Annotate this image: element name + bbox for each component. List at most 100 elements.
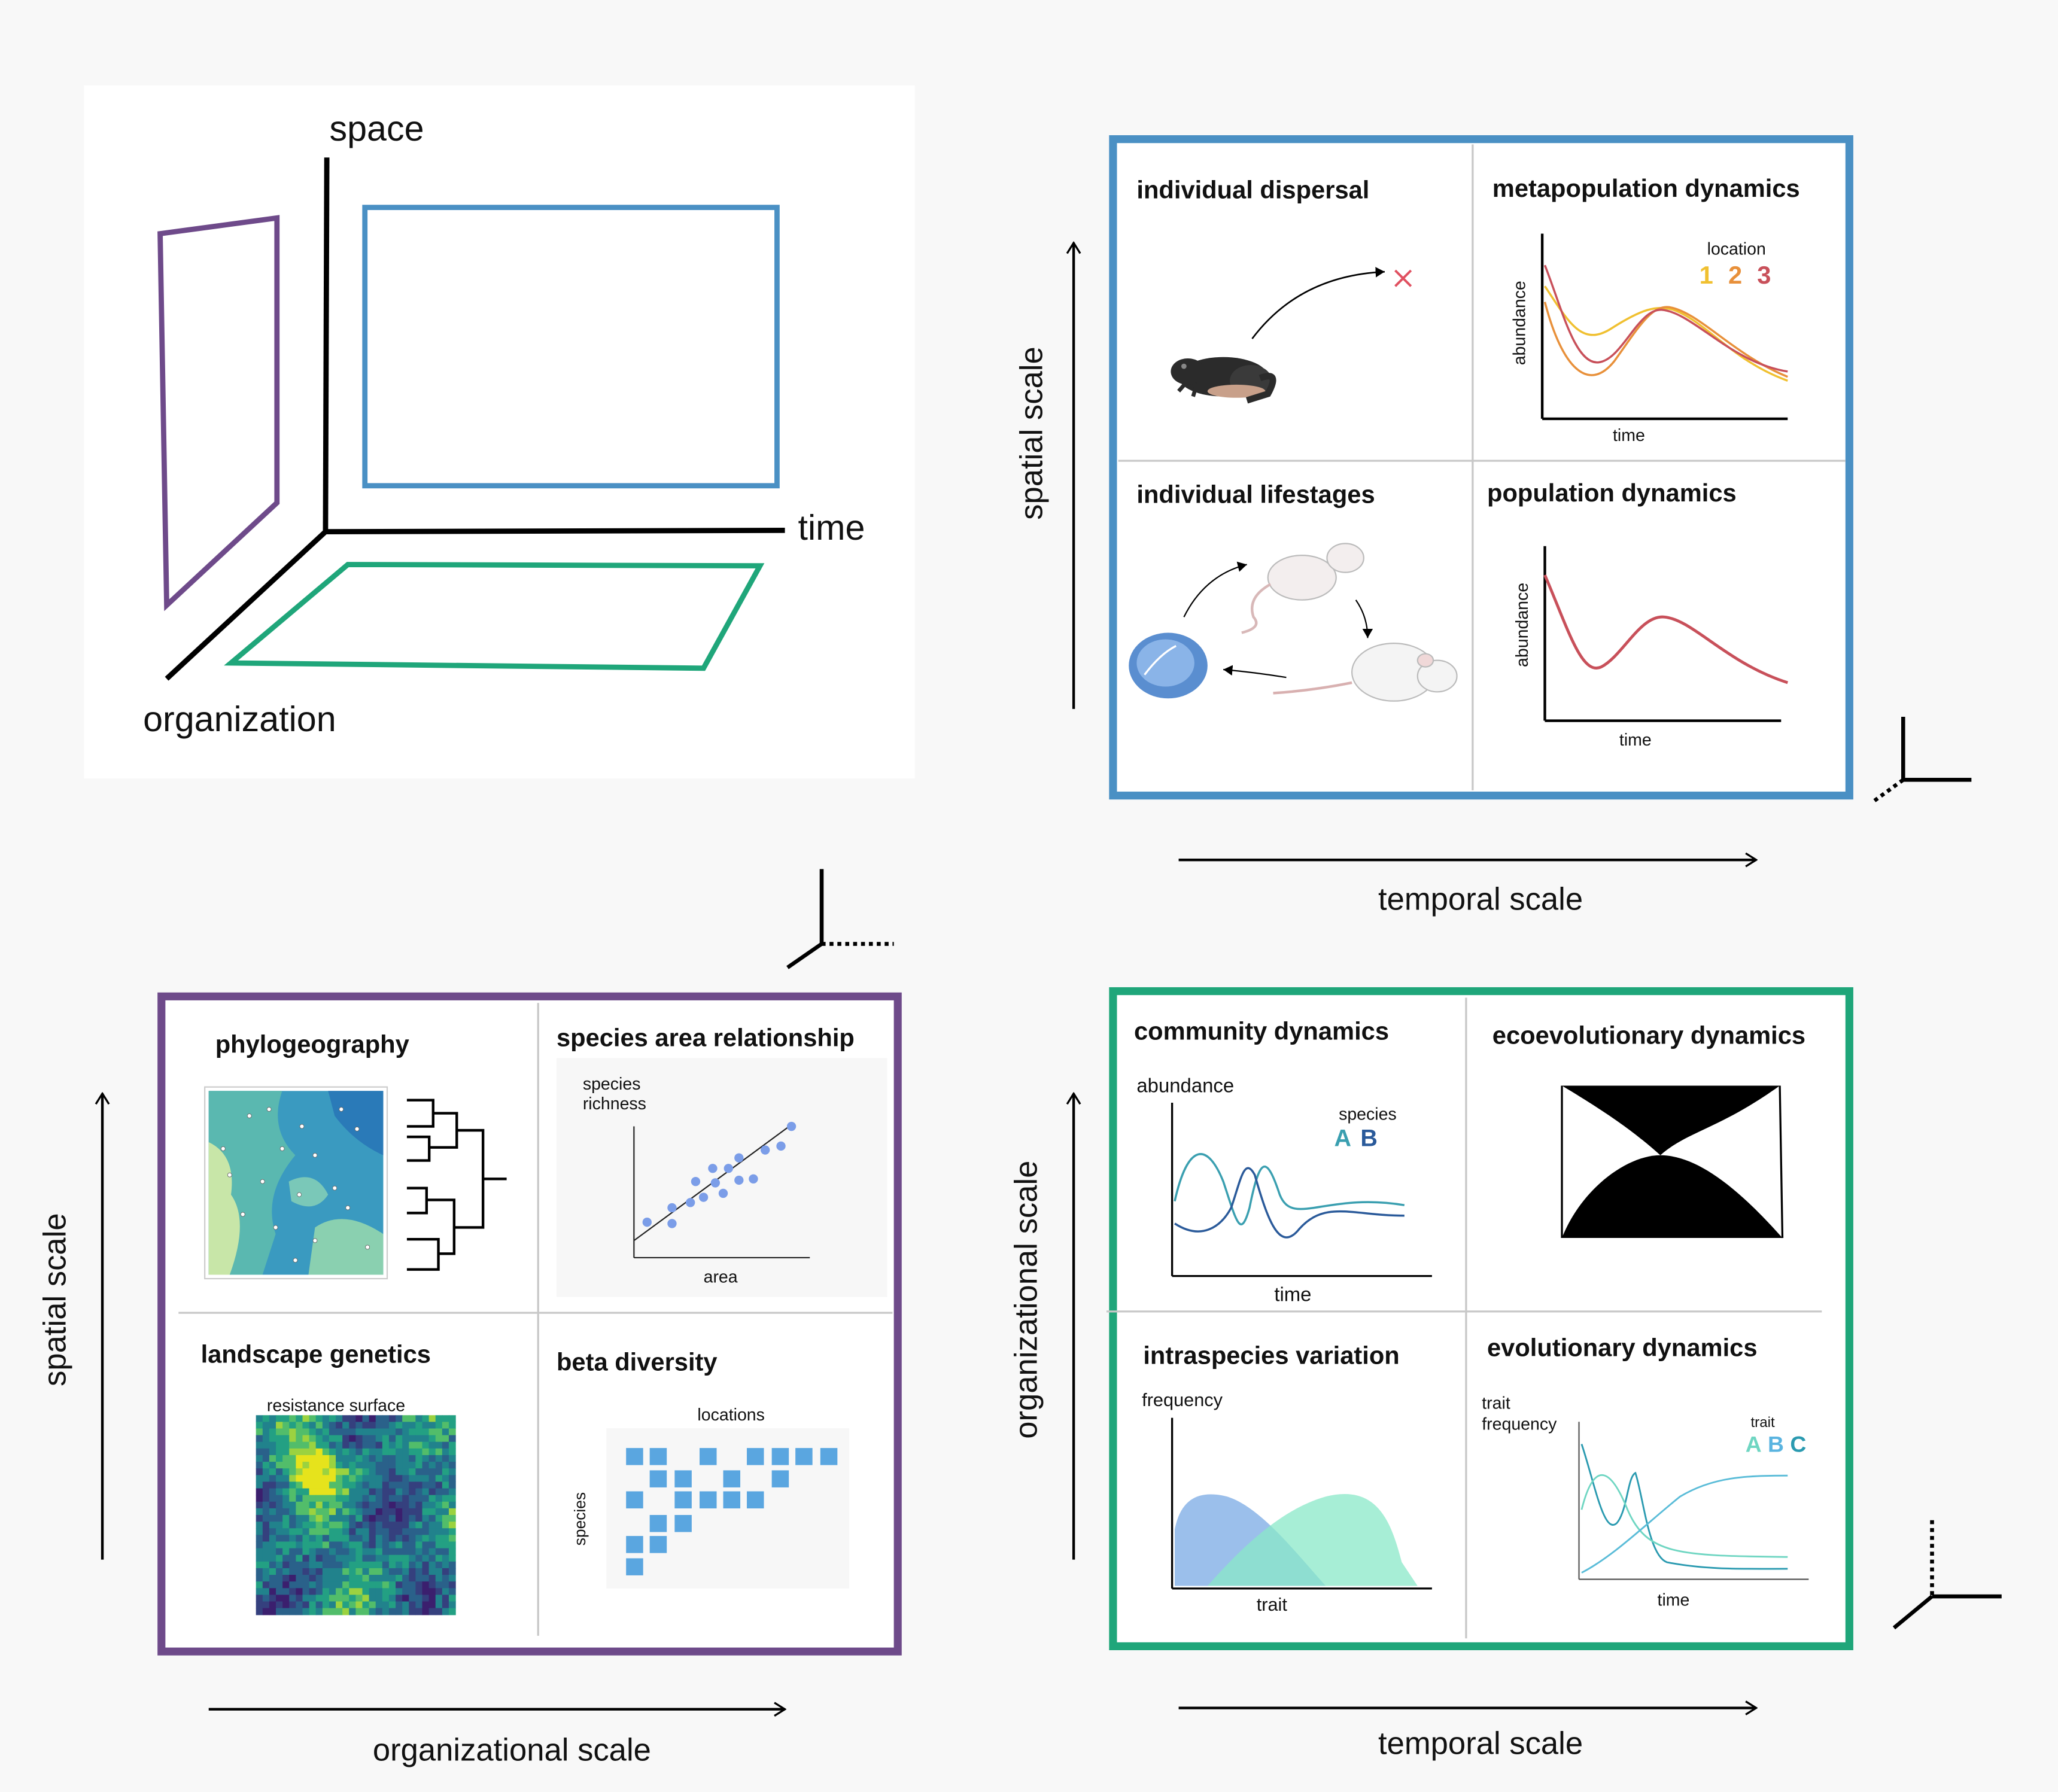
- resistance-cell: [369, 1535, 376, 1542]
- resistance-cell: [415, 1415, 423, 1423]
- resistance-cell: [375, 1435, 383, 1443]
- resistance-cell: [362, 1535, 370, 1542]
- resistance-cell: [428, 1475, 436, 1483]
- resistance-cell: [448, 1575, 456, 1582]
- resistance-cell: [355, 1501, 363, 1509]
- resistance-cell: [409, 1462, 417, 1469]
- resistance-cell: [355, 1588, 363, 1596]
- resistance-cell: [375, 1541, 383, 1549]
- resistance-cell: [349, 1455, 357, 1462]
- resistance-cell: [289, 1462, 297, 1469]
- resistance-cell: [369, 1568, 376, 1575]
- resistance-cell: [402, 1522, 409, 1529]
- resistance-cell: [322, 1522, 330, 1529]
- legend-species-b: B: [1360, 1125, 1378, 1151]
- resistance-cell: [422, 1554, 430, 1562]
- resistance-cell: [382, 1522, 390, 1529]
- evo-xlabel: time: [1658, 1590, 1690, 1610]
- resistance-cell: [256, 1501, 263, 1509]
- resistance-cell: [435, 1581, 443, 1589]
- resistance-cell: [309, 1435, 317, 1443]
- resistance-cell: [409, 1441, 417, 1449]
- evo-legend-title: trait: [1750, 1414, 1775, 1431]
- resistance-cell: [448, 1528, 456, 1535]
- resistance-cell: [302, 1448, 310, 1456]
- resistance-cell: [302, 1541, 310, 1549]
- resistance-cell: [402, 1588, 409, 1596]
- resistance-cell: [442, 1554, 449, 1562]
- resistance-cell: [309, 1554, 317, 1562]
- resistance-cell: [362, 1561, 370, 1569]
- young-mouse-icon: [1241, 543, 1364, 634]
- resistance-cell: [342, 1455, 349, 1462]
- resistance-cell: [355, 1535, 363, 1542]
- resistance-cell: [448, 1595, 456, 1602]
- resistance-cell: [315, 1548, 323, 1556]
- resistance-cell: [349, 1522, 357, 1529]
- resistance-cell: [296, 1535, 303, 1542]
- resistance-cell: [315, 1448, 323, 1456]
- resistance-cell: [256, 1541, 263, 1549]
- resistance-cell: [422, 1595, 430, 1602]
- resistance-cell: [396, 1475, 403, 1483]
- resistance-cell: [402, 1514, 409, 1522]
- resistance-cell: [396, 1435, 403, 1443]
- resistance-cell: [362, 1541, 370, 1549]
- resistance-cell: [282, 1441, 290, 1449]
- resistance-cell: [362, 1428, 370, 1436]
- resistance-cell: [382, 1475, 390, 1483]
- resistance-cell: [369, 1522, 376, 1529]
- resistance-cell: [269, 1568, 276, 1575]
- resistance-cell: [302, 1575, 310, 1582]
- resistance-cell: [282, 1468, 290, 1475]
- resistance-cell: [362, 1435, 370, 1443]
- resistance-cell: [296, 1448, 303, 1456]
- resistance-cell: [349, 1508, 357, 1516]
- pop-xlabel: time: [1619, 731, 1652, 750]
- resistance-cell: [355, 1575, 363, 1582]
- resistance-cell: [282, 1548, 290, 1556]
- resistance-cell: [396, 1415, 403, 1423]
- resistance-cell: [262, 1514, 270, 1522]
- resistance-cell: [442, 1448, 449, 1456]
- title-individual-lifestages: individual lifestages: [1136, 480, 1375, 508]
- resistance-cell: [442, 1522, 449, 1529]
- resistance-cell: [336, 1448, 343, 1456]
- resistance-cell: [296, 1422, 303, 1429]
- resistance-cell: [362, 1495, 370, 1502]
- resistance-cell: [382, 1508, 390, 1516]
- resistance-cell: [448, 1548, 456, 1556]
- resistance-cell: [315, 1528, 323, 1535]
- resistance-cell: [342, 1428, 349, 1436]
- resistance-cell: [415, 1601, 423, 1609]
- resistance-cell: [342, 1561, 349, 1569]
- resistance-cell: [302, 1422, 310, 1429]
- resistance-cell: [362, 1508, 370, 1516]
- space-organization-panel: phylogeography species area relationship…: [38, 869, 902, 1767]
- title-ecoevolutionary-dynamics: ecoevolutionary dynamics: [1492, 1021, 1805, 1049]
- resistance-cell: [442, 1428, 449, 1436]
- resistance-cell: [409, 1522, 417, 1529]
- resistance-cell: [309, 1514, 317, 1522]
- resistance-cell: [428, 1535, 436, 1542]
- resistance-cell: [362, 1568, 370, 1575]
- resistance-cell: [382, 1448, 390, 1456]
- metapopulation-chart: abundance time location 1 2 3: [1510, 233, 1788, 445]
- resistance-cell: [289, 1428, 297, 1436]
- resistance-cell: [375, 1428, 383, 1436]
- resistance-cell: [269, 1581, 276, 1589]
- resistance-cell: [262, 1588, 270, 1596]
- resistance-cell: [342, 1448, 349, 1456]
- resistance-cell: [269, 1588, 276, 1596]
- resistance-cell: [375, 1448, 383, 1456]
- resistance-cell: [448, 1495, 456, 1502]
- resistance-cell: [422, 1415, 430, 1423]
- resistance-cell: [448, 1455, 456, 1462]
- resistance-cell: [269, 1608, 276, 1615]
- resistance-cell: [402, 1528, 409, 1535]
- resistance-cell: [282, 1528, 290, 1535]
- resistance-cell: [269, 1435, 276, 1443]
- resistance-cell: [262, 1535, 270, 1542]
- frog-icon: [1171, 357, 1276, 404]
- resistance-cell: [428, 1514, 436, 1522]
